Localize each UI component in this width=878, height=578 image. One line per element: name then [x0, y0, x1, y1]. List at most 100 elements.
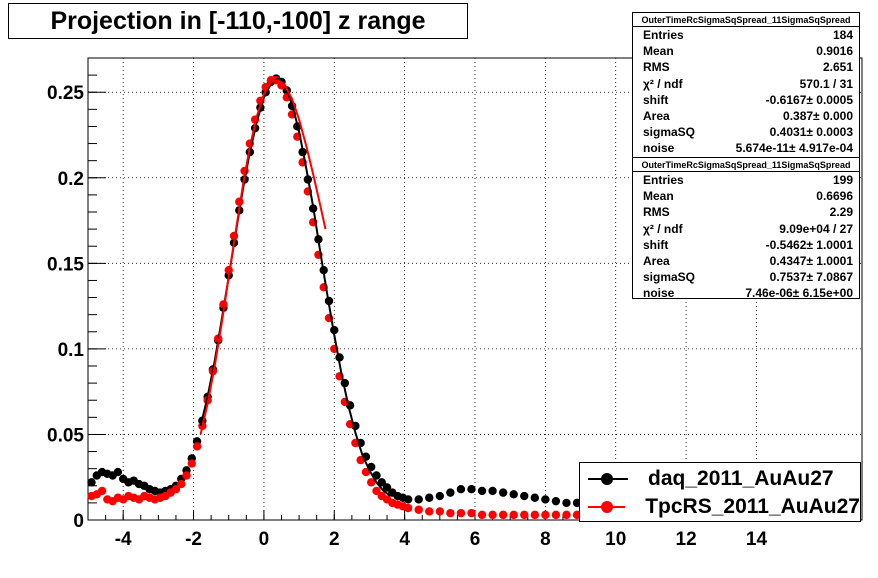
stats-row: shift -0.6167± 0.0005 [633, 92, 859, 108]
data-point [551, 496, 561, 506]
stats-value: 0.387± 0.000 [783, 108, 853, 123]
data-point [541, 510, 550, 520]
stats-value: 0.4347± 1.0001 [769, 253, 853, 268]
stats-row: χ² / ndf 570.1 / 31 [633, 76, 859, 92]
stats-value: 2.651 [822, 60, 853, 75]
stats-label: RMS [643, 60, 670, 75]
stats-value: 570.1 / 31 [799, 76, 853, 91]
data-point [456, 485, 466, 494]
data-point [377, 478, 386, 487]
stats-box-1: OuterTimeRcSigmaSqSpread_11SigmaSqSpread… [632, 12, 860, 158]
data-point [488, 510, 497, 520]
data-point [414, 505, 423, 514]
data-point [541, 495, 550, 504]
stats-value: 0.4031± 0.0003 [769, 125, 853, 140]
y-tick-label: 0 [73, 511, 84, 532]
stats-row: sigmaSQ 0.4031± 0.0003 [633, 124, 859, 140]
stats-row: RMS 2.29 [633, 204, 859, 220]
data-point [498, 510, 508, 520]
data-point [177, 479, 186, 489]
stats-row: sigmaSQ 0.7537± 7.0867 [633, 269, 859, 285]
data-point [435, 491, 445, 501]
stats-label: Area [643, 108, 670, 123]
stats-label: shift [643, 92, 669, 107]
data-point [372, 486, 381, 496]
y-tick-label: 0.25 [47, 83, 84, 104]
stats-row: Mean 0.9016 [633, 43, 859, 59]
stats-box-header: OuterTimeRcSigmaSqSpread_11SigmaSqSpread [633, 13, 859, 27]
stats-label: χ² / ndf [643, 76, 683, 91]
x-tick-label: 2 [329, 529, 340, 550]
stats-label: noise [643, 141, 675, 156]
stats-box-header: OuterTimeRcSigmaSqSpread_11SigmaSqSpread [633, 158, 859, 172]
stats-value: 0.6696 [816, 189, 853, 204]
data-point [446, 488, 455, 497]
stats-row: Entries 199 [633, 172, 859, 188]
data-point [187, 459, 196, 468]
fit-curve [199, 77, 392, 497]
legend-label: TpcRS_2011_AuAu27 [645, 495, 860, 518]
stats-row: Area 0.387± 0.000 [633, 108, 859, 124]
data-point [467, 485, 476, 494]
stats-row: RMS 2.651 [633, 59, 859, 75]
x-tick-label: -2 [185, 529, 202, 550]
data-point [498, 488, 508, 497]
stats-row: Entries 184 [633, 27, 859, 43]
data-point [520, 491, 529, 501]
stats-row: noise 7.46e-06± 6.15e+00 [633, 285, 859, 301]
data-point [182, 471, 191, 480]
stats-label: Mean [643, 44, 674, 59]
data-point [509, 510, 518, 520]
stats-value: 184 [832, 28, 853, 42]
data-point [367, 478, 376, 487]
x-tick-label: 8 [540, 529, 551, 550]
data-point [382, 483, 392, 492]
data-point [562, 498, 571, 508]
x-tick-label: 6 [470, 529, 481, 550]
legend-marker-black [580, 465, 636, 493]
data-point [477, 486, 487, 496]
chart-title: Projection in [-110,-100] z range [8, 3, 468, 39]
y-tick-label: 0.05 [47, 425, 84, 446]
data-point [551, 510, 561, 520]
y-tick-label: 0.2 [58, 169, 84, 190]
legend-entry-daq: daq_2011_AuAu27 [580, 465, 860, 493]
stats-value: 5.674e-11± 4.917e-04 [735, 141, 853, 156]
stats-value: 0.7537± 7.0867 [769, 270, 853, 285]
data-point [435, 507, 445, 516]
x-tick-label: 12 [676, 529, 697, 550]
data-point [425, 507, 434, 516]
data-point [192, 442, 202, 451]
stats-row: χ² / ndf 9.09e+04 / 27 [633, 221, 859, 237]
stats-value: 199 [832, 173, 853, 187]
data-point [361, 467, 371, 477]
stats-row: Mean 0.6696 [633, 188, 859, 204]
stats-row: Area 0.4347± 1.0001 [633, 253, 859, 269]
stats-box-2: OuterTimeRcSigmaSqSpread_11SigmaSqSpread… [632, 157, 860, 301]
stats-label: sigmaSQ [643, 125, 696, 140]
y-tick-label: 0.15 [47, 254, 84, 275]
legend-entry-tpcrs: TpcRS_2011_AuAu27 [580, 493, 860, 521]
legend-marker-red [580, 493, 633, 521]
x-tick-label: 4 [399, 529, 410, 550]
stats-row: noise 5.674e-11± 4.917e-04 [633, 140, 859, 156]
data-point [520, 510, 529, 520]
stats-value: 0.9016 [816, 44, 853, 59]
data-point [171, 485, 181, 494]
data-point [97, 486, 107, 496]
stats-label: sigmaSQ [643, 270, 696, 285]
data-point [403, 503, 413, 513]
stats-label: noise [643, 286, 675, 301]
stats-label: Entries [643, 28, 684, 42]
data-point [446, 508, 455, 518]
data-point [467, 508, 476, 518]
data-point [425, 493, 434, 502]
stats-label: χ² / ndf [643, 221, 683, 236]
x-tick-label: 0 [259, 529, 270, 550]
data-point [530, 510, 540, 520]
y-tick-label: 0.1 [58, 340, 85, 361]
stats-value: -0.5462± 1.0001 [765, 237, 853, 252]
stats-value: 9.09e+04 / 27 [779, 221, 853, 236]
